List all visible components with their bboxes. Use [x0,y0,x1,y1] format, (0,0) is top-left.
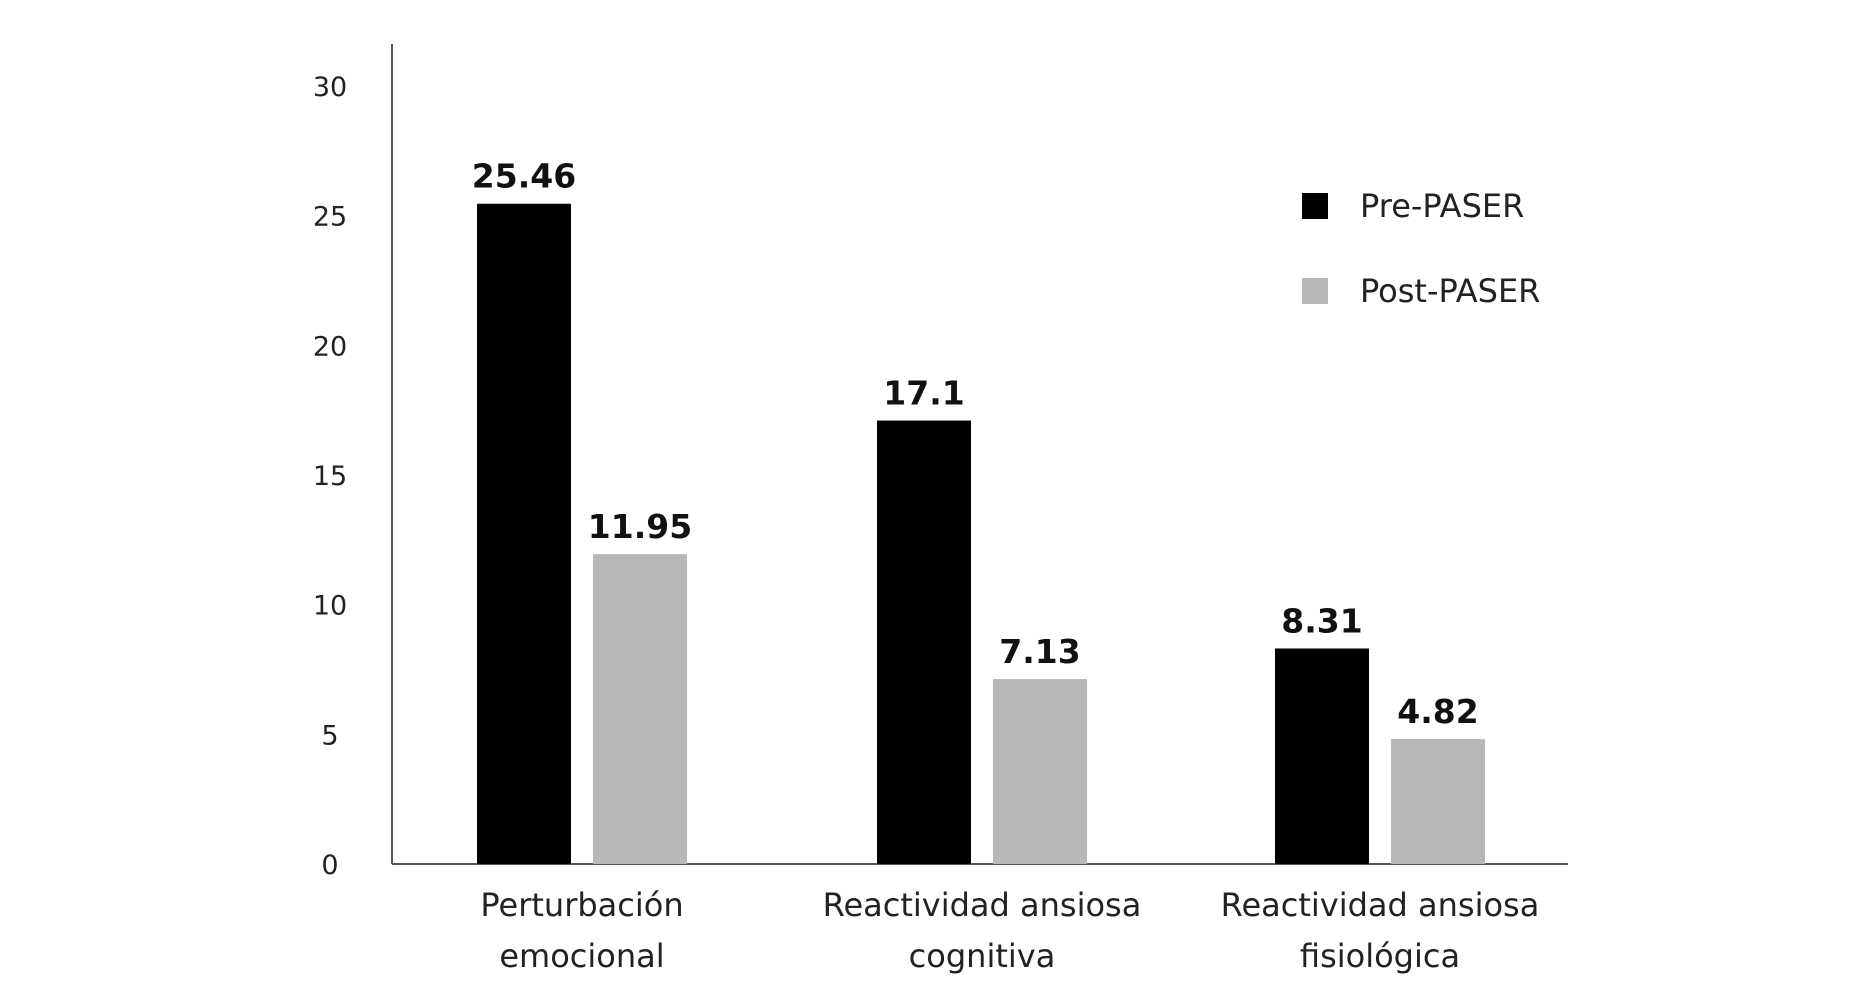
legend-swatch [1302,278,1328,304]
x-tick-label: Perturbación emocional [480,886,683,975]
data-label: 17.1 [883,374,964,413]
y-tick-label: 25 [313,202,347,233]
bar [593,554,687,864]
legend-item: Post-PASER [1302,272,1540,310]
x-tick-label: Reactividad ansiosa fisiológica [1221,886,1540,975]
value-labels: 25.46 17.1 8.31 11.95 7.13 4.82 [472,157,1479,731]
y-tick-label: 30 [313,72,347,103]
bar [877,420,971,864]
bar [477,203,571,865]
bar [1275,648,1369,864]
y-tick-label: 20 [313,331,347,362]
bars [477,203,1485,865]
bar [993,679,1087,864]
category-labels: Perturbación emocional Reactividad ansiosa… [480,886,1539,975]
data-label: 8.31 [1281,601,1362,640]
legend: Pre-PASER Post-PASER [1302,187,1540,310]
data-label: 4.82 [1397,692,1478,731]
y-axis: 0 5 10 15 20 25 30 [313,44,393,881]
y-tick-label: 15 [313,461,347,492]
x-tick-label: Reactividad ansiosa cognitiva [823,886,1142,975]
data-label: 7.13 [999,632,1080,671]
legend-label: Pre-PASER [1360,187,1524,225]
legend-item: Pre-PASER [1302,187,1524,225]
legend-swatch [1302,193,1328,219]
legend-label: Post-PASER [1360,272,1540,310]
data-label: 11.95 [588,507,692,546]
data-label: 25.46 [472,157,576,196]
y-tick-label: 5 [321,720,338,751]
bar [1391,739,1485,864]
y-tick-label: 10 [313,591,347,622]
y-tick-label: 0 [321,850,338,881]
